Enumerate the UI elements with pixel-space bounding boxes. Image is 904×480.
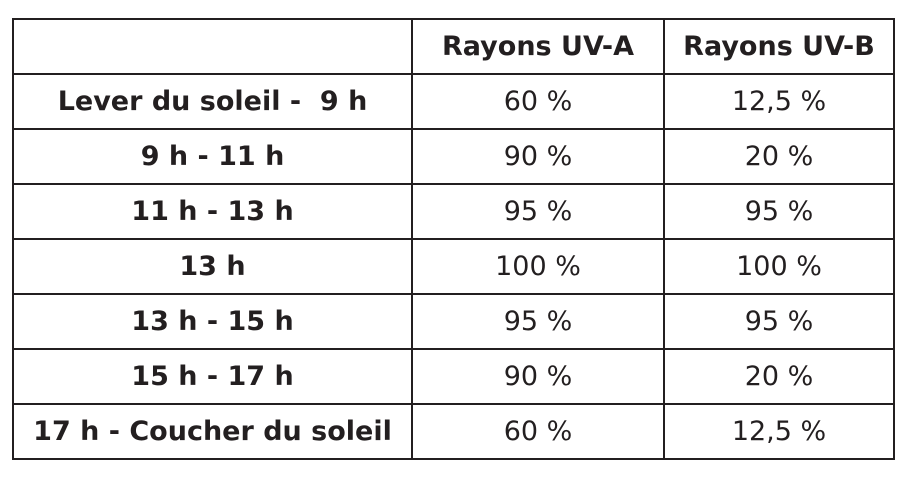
row-label: 15 h - 17 h <box>12 348 413 405</box>
corner-cell <box>12 18 413 75</box>
value-cell: 95 % <box>411 183 665 240</box>
value-cell: 90 % <box>411 128 665 185</box>
table-row: 13 h - 15 h 95 % 95 % <box>12 293 895 350</box>
row-label: Lever du soleil - 9 h <box>12 73 413 130</box>
row-label: 11 h - 13 h <box>12 183 413 240</box>
header-cell: Rayons UV-B <box>663 18 895 75</box>
value-cell: 95 % <box>411 293 665 350</box>
header-row: Rayons UV-A Rayons UV-B <box>12 18 895 75</box>
table-row: 15 h - 17 h 90 % 20 % <box>12 348 895 405</box>
row-label: 13 h <box>12 238 413 295</box>
row-label: 13 h - 15 h <box>12 293 413 350</box>
value-cell: 95 % <box>663 293 895 350</box>
row-label: 9 h - 11 h <box>12 128 413 185</box>
value-cell: 60 % <box>411 73 665 130</box>
value-cell: 90 % <box>411 348 665 405</box>
value-cell: 20 % <box>663 128 895 185</box>
table-row: 13 h 100 % 100 % <box>12 238 895 295</box>
value-cell: 20 % <box>663 348 895 405</box>
value-cell: 12,5 % <box>663 73 895 130</box>
table-row: 17 h - Coucher du soleil 60 % 12,5 % <box>12 403 895 460</box>
value-cell: 100 % <box>663 238 895 295</box>
uv-table: Rayons UV-A Rayons UV-B Lever du soleil … <box>12 18 895 460</box>
table-row: 9 h - 11 h 90 % 20 % <box>12 128 895 185</box>
value-cell: 12,5 % <box>663 403 895 460</box>
table-row: 11 h - 13 h 95 % 95 % <box>12 183 895 240</box>
value-cell: 100 % <box>411 238 665 295</box>
table-body: Rayons UV-A Rayons UV-B Lever du soleil … <box>12 18 895 460</box>
value-cell: 60 % <box>411 403 665 460</box>
row-label: 17 h - Coucher du soleil <box>12 403 413 460</box>
value-cell: 95 % <box>663 183 895 240</box>
table-row: Lever du soleil - 9 h 60 % 12,5 % <box>12 73 895 130</box>
header-cell: Rayons UV-A <box>411 18 665 75</box>
